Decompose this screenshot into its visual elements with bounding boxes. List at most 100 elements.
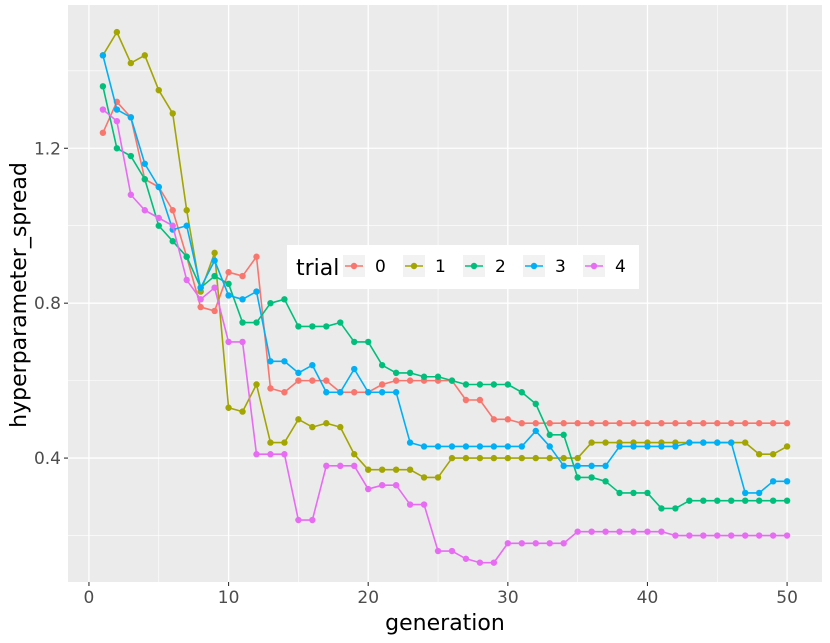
data-point-trial-4 xyxy=(309,516,316,524)
data-point-trial-4 xyxy=(155,214,162,222)
data-point-trial-3 xyxy=(99,52,107,59)
data-point-trial-4 xyxy=(337,462,344,470)
y-tick-label: 0.8 xyxy=(34,294,61,314)
data-point-trial-4 xyxy=(546,540,553,547)
data-point-trial-0 xyxy=(462,396,470,404)
data-point-trial-2 xyxy=(253,319,260,326)
data-point-trial-0 xyxy=(225,269,232,276)
data-point-trial-4 xyxy=(197,296,204,303)
data-point-trial-4 xyxy=(406,501,414,508)
data-point-trial-2 xyxy=(532,400,539,408)
data-point-trial-3 xyxy=(155,183,162,191)
data-point-trial-4 xyxy=(504,540,512,547)
data-point-trial-3 xyxy=(742,489,749,497)
data-point-trial-1 xyxy=(532,454,539,462)
data-point-trial-2 xyxy=(406,369,414,377)
data-point-trial-3 xyxy=(490,443,498,450)
data-point-trial-2 xyxy=(392,369,400,377)
data-point-trial-0 xyxy=(630,420,637,427)
data-point-trial-3 xyxy=(113,106,121,113)
data-point-trial-3 xyxy=(211,257,218,264)
x-axis-title: generation xyxy=(385,611,505,636)
data-point-trial-2 xyxy=(644,489,651,497)
series-trial-0 xyxy=(99,98,791,427)
legend-key-point xyxy=(410,262,418,270)
data-point-trial-1 xyxy=(406,466,414,473)
data-point-trial-0 xyxy=(700,420,707,427)
data-point-trial-3 xyxy=(253,288,260,295)
data-point-trial-4 xyxy=(127,191,135,198)
data-point-trial-1 xyxy=(420,474,428,481)
legend-label: 1 xyxy=(435,257,446,277)
data-point-trial-2 xyxy=(127,152,135,160)
data-point-trial-4 xyxy=(518,540,525,547)
data-point-trial-0 xyxy=(351,389,358,396)
data-point-trial-1 xyxy=(546,454,553,462)
legend-item-trial-0: 0 xyxy=(343,255,386,277)
data-point-trial-3 xyxy=(728,439,735,446)
data-point-trial-4 xyxy=(644,528,651,535)
legend-label: 3 xyxy=(555,257,566,277)
data-point-trial-3 xyxy=(141,160,148,167)
data-point-trial-1 xyxy=(490,454,498,462)
data-point-trial-2 xyxy=(434,373,442,380)
data-point-trial-3 xyxy=(783,478,791,485)
data-point-trial-3 xyxy=(700,439,707,446)
legend-item-trial-4: 4 xyxy=(583,255,626,277)
data-point-trial-1 xyxy=(211,249,218,257)
data-point-trial-3 xyxy=(267,358,274,365)
data-point-trial-1 xyxy=(323,420,330,427)
data-point-trial-4 xyxy=(281,451,288,458)
data-point-trial-1 xyxy=(769,451,777,458)
data-point-trial-0 xyxy=(574,420,581,427)
data-point-trial-1 xyxy=(392,466,400,473)
data-point-trial-3 xyxy=(672,443,679,450)
data-point-trial-4 xyxy=(783,532,791,539)
data-point-trial-1 xyxy=(365,466,372,473)
data-point-trial-0 xyxy=(644,420,651,427)
data-point-trial-2 xyxy=(462,381,470,388)
data-point-trial-1 xyxy=(755,451,763,458)
data-point-trial-3 xyxy=(588,462,595,470)
series-trial-4 xyxy=(99,106,791,566)
data-point-trial-0 xyxy=(602,420,609,427)
data-point-trial-4 xyxy=(434,547,442,555)
data-point-trial-4 xyxy=(378,481,386,489)
data-point-trial-0 xyxy=(714,420,721,427)
data-point-trial-4 xyxy=(630,528,637,535)
data-point-trial-0 xyxy=(378,381,386,388)
data-point-trial-1 xyxy=(127,59,135,67)
data-point-trial-2 xyxy=(728,497,735,504)
data-point-trial-1 xyxy=(337,423,344,431)
data-point-trial-2 xyxy=(155,222,162,229)
legend: trial 0 1 2 3 4 xyxy=(287,245,639,289)
y-axis-title: hyperparameter_spread xyxy=(7,162,32,428)
data-point-trial-4 xyxy=(714,532,721,539)
data-point-trial-2 xyxy=(295,323,302,330)
legend-items: 0 1 2 3 4 xyxy=(343,255,626,277)
data-point-trial-3 xyxy=(532,427,539,435)
data-point-trial-2 xyxy=(323,323,330,330)
data-point-trial-0 xyxy=(197,303,204,311)
data-point-trial-3 xyxy=(378,389,386,396)
data-point-trial-2 xyxy=(672,505,679,512)
data-point-trial-1 xyxy=(225,404,232,411)
data-point-trial-3 xyxy=(295,369,302,377)
data-point-trial-4 xyxy=(602,528,609,535)
data-point-trial-0 xyxy=(560,420,567,427)
data-point-trial-2 xyxy=(378,361,386,369)
legend-label: 2 xyxy=(495,257,506,277)
axes: 0 10 20 30 40 500.40.81.2 xyxy=(34,139,798,608)
data-point-trial-0 xyxy=(239,272,246,280)
data-point-trial-2 xyxy=(309,323,316,330)
legend-item-trial-1: 1 xyxy=(403,255,446,277)
data-point-trial-0 xyxy=(504,416,512,423)
data-point-trial-2 xyxy=(630,489,637,497)
data-point-trial-3 xyxy=(392,389,400,396)
data-point-trial-1 xyxy=(448,454,456,462)
data-point-trial-2 xyxy=(365,338,372,346)
data-point-trial-4 xyxy=(267,451,274,458)
data-point-trial-1 xyxy=(309,423,316,431)
data-point-trial-0 xyxy=(169,207,176,214)
data-point-trial-4 xyxy=(532,540,539,547)
